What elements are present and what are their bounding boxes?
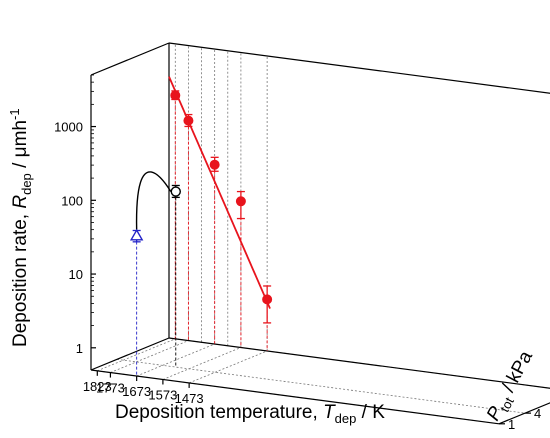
floor-grid-z-4	[116, 358, 526, 414]
z-tick-label-4: 4	[534, 406, 541, 421]
z-axis-label: Ptot / kPa	[483, 347, 540, 426]
data-point-0-4	[262, 294, 273, 305]
data-point-0-3	[235, 196, 246, 207]
y-tick-label-1: 1	[76, 341, 83, 356]
floor-back-edge	[168, 337, 550, 389]
x-axis-line	[90, 369, 500, 425]
data-point-0-2	[209, 159, 220, 170]
x-tick-label-1823: 1823	[83, 379, 112, 394]
tick-labels: 1101001000182317731673157314731410	[54, 74, 541, 432]
fit-line-series-0	[168, 76, 271, 309]
y-axis-label: Deposition rate, Rdep / μmh-1	[7, 108, 34, 347]
floor-left-edge	[90, 337, 170, 371]
y-tick-label-100: 100	[61, 193, 83, 208]
data-point-2-0	[129, 228, 144, 241]
axes-frame	[90, 42, 550, 425]
floor-grid-x-1473	[188, 350, 268, 384]
y-tick-label-10: 10	[69, 267, 83, 282]
drop-lines	[136, 101, 268, 377]
z-axis-line	[498, 402, 550, 425]
x-tick-label-1573: 1573	[148, 387, 177, 402]
data-point-1-0	[170, 186, 181, 197]
top-left-edge	[90, 42, 170, 76]
top-back-edge	[168, 42, 550, 94]
grid-lines	[90, 43, 550, 425]
connector-curve	[135, 171, 172, 230]
floor-grid-x-1773	[110, 340, 189, 373]
y-tick-label-1000: 1000	[54, 120, 83, 135]
data-point-0-1	[183, 115, 194, 126]
z-tick-label-1: 1	[508, 417, 515, 432]
data-points	[129, 90, 273, 324]
x-tick-label-1473: 1473	[175, 391, 204, 406]
x-axis-label: Deposition temperature, Tdep / K	[115, 402, 385, 426]
fit-lines	[135, 76, 271, 309]
x-tick-label-1673: 1673	[122, 384, 151, 399]
floor-grid-x-1573	[162, 347, 242, 380]
x-tick-label-1773: 1773	[96, 381, 125, 396]
data-point-0-0	[170, 90, 181, 101]
